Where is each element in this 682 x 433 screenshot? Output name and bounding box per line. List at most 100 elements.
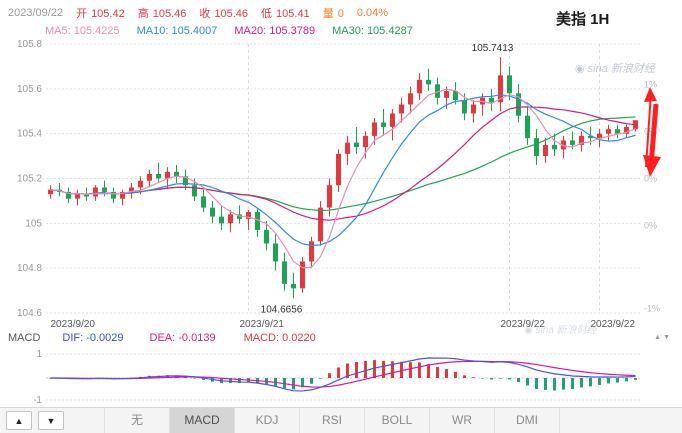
macd-panel-label: MACD: [8, 332, 41, 344]
candle: [210, 200, 215, 224]
macd-hist-bar: [544, 378, 547, 390]
tab-dmi[interactable]: DMI: [494, 408, 560, 433]
candle: [570, 131, 575, 150]
macd-hist-bar: [229, 378, 232, 384]
candle-body: [534, 138, 539, 157]
candle-body: [615, 129, 620, 134]
candle-body: [507, 75, 512, 94]
candle: [48, 185, 53, 199]
candle: [57, 182, 62, 197]
y-axis-label: 105: [25, 218, 42, 229]
candle-body: [516, 93, 521, 116]
candle-body: [318, 207, 323, 242]
tab-kdj[interactable]: KDJ: [234, 408, 299, 433]
macd-hist-bar: [193, 377, 196, 379]
macd-hist-bar: [319, 378, 322, 379]
candle: [147, 169, 152, 188]
candle-body: [381, 122, 386, 127]
macd-chart[interactable]: 1 -1: [0, 346, 682, 406]
candle-body: [264, 230, 269, 244]
right-axis-label: -1%: [644, 304, 660, 314]
x-axis-label: 2023/9/21: [239, 319, 285, 330]
low-field: 低 105.41: [261, 8, 310, 20]
candle: [309, 236, 314, 269]
ma10-legend: MA10: 105.4007: [136, 25, 218, 37]
candle: [516, 84, 521, 123]
tab-boll[interactable]: BOLL: [364, 408, 429, 433]
open-field: 开 105.42: [76, 8, 125, 20]
candlestick-chart[interactable]: 105.8 105.6 105.4 105.2 105 104.8 104.6 1% 0% 0% 0…: [0, 40, 682, 322]
tab-rsi[interactable]: RSI: [299, 408, 364, 433]
macd-y-label: -1: [33, 395, 42, 406]
up-arrow-head-icon: [644, 87, 657, 102]
candle-body: [624, 126, 629, 134]
candle-body: [192, 185, 197, 197]
macd-hist-bar: [463, 375, 466, 378]
candle-body: [219, 216, 224, 224]
high-price-annotation: 105.7413: [472, 43, 514, 54]
indicator-tab-bar: ▲ ▼ 无 MACD KDJ RSI BOLL WR DMI: [0, 407, 682, 433]
candle-body: [372, 122, 377, 136]
candle-body: [75, 194, 80, 199]
macd-hist-bar: [409, 362, 412, 378]
macd-hist-bar: [526, 378, 529, 386]
candle-body: [228, 214, 233, 224]
dea-line: [50, 360, 636, 388]
panel-toggle-icons[interactable]: ▲▼: [654, 334, 672, 341]
macd-hist-bar: [598, 378, 601, 385]
scroll-up-button[interactable]: ▲: [6, 411, 32, 430]
panel-down-icon[interactable]: ▼: [663, 334, 672, 341]
candle: [408, 86, 413, 114]
candle-body: [327, 185, 332, 208]
x-axis-label: 2023/9/20: [50, 319, 96, 330]
y-axis-label: 105.2: [17, 174, 42, 185]
macd-hist-bar: [418, 362, 421, 378]
macd-hist-bar: [445, 369, 448, 378]
macd-plot-layer: 1 -1: [33, 349, 640, 406]
macd-hist-bar: [625, 378, 628, 382]
tab-none[interactable]: 无: [104, 408, 169, 433]
candle-body: [201, 196, 206, 208]
y-axis-label: 105.6: [17, 84, 42, 95]
candle: [237, 205, 242, 224]
macd-y-label: 1: [36, 349, 42, 360]
candle: [471, 100, 476, 123]
tab-macd[interactable]: MACD: [169, 408, 234, 433]
panel-up-icon[interactable]: ▲: [654, 334, 664, 341]
down-arrow-line: [649, 103, 659, 161]
candle-body: [561, 140, 566, 150]
candle-body: [417, 79, 422, 94]
candle: [579, 131, 584, 152]
candle: [111, 187, 116, 204]
candle: [615, 124, 620, 139]
macd-dea-value: DEA: -0.0139: [149, 332, 216, 344]
macd-hist-bar: [427, 363, 430, 378]
candle-body: [489, 97, 494, 103]
candle-body: [399, 104, 404, 114]
candle: [183, 169, 188, 190]
candle-body: [210, 207, 215, 217]
candle-body: [66, 191, 71, 199]
macd-hist-bar: [355, 361, 358, 378]
scroll-down-button[interactable]: ▼: [38, 411, 64, 430]
ma30-legend: MA30: 105.4287: [332, 25, 413, 37]
tab-wr[interactable]: WR: [429, 408, 494, 433]
indicator-tabs: 无 MACD KDJ RSI BOLL WR DMI: [104, 408, 560, 433]
candle-body: [462, 100, 467, 114]
candle-body: [597, 133, 602, 139]
candle-body: [354, 142, 359, 148]
macd-hist-bar: [346, 363, 349, 378]
sina-watermark-text: sina 新浪财经: [535, 325, 597, 336]
macd-hist-bar: [400, 361, 403, 378]
candle: [219, 205, 224, 231]
high-field: 高 105.46: [137, 8, 187, 20]
sina-watermark-icon-top: ◉ sina 新浪财经: [575, 60, 655, 76]
ma20-legend: MA20: 105.3789: [234, 25, 316, 37]
macd-hist-bar: [337, 367, 340, 378]
macd-hist-bar: [436, 366, 439, 378]
ma-legend: MA5: 105.4225 MA10: 105.4007 MA20: 105.378…: [45, 25, 430, 37]
candle-body: [48, 189, 53, 195]
macd-hist-bar: [553, 378, 556, 391]
candle: [390, 109, 395, 141]
candle-body: [93, 187, 98, 197]
